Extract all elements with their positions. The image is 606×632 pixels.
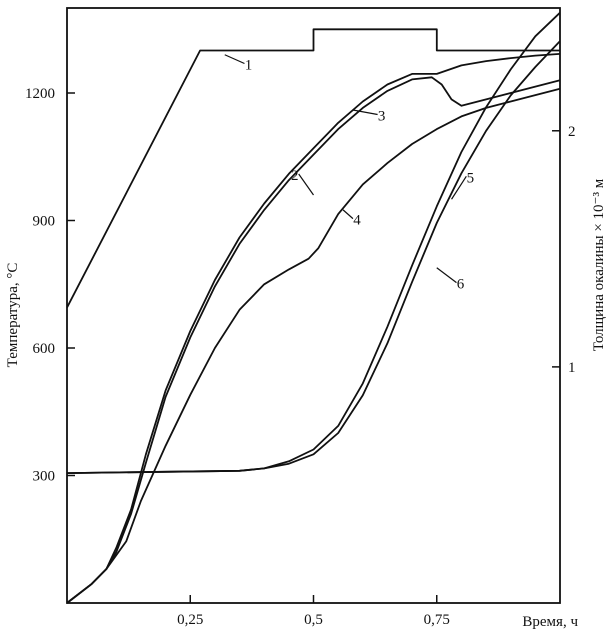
curve-1-leader xyxy=(224,54,245,65)
curve-6-label: 6 xyxy=(457,277,465,293)
curve-2-leader xyxy=(298,173,314,196)
curve-2-label: 2 xyxy=(291,168,299,184)
y-tick-label: 900 xyxy=(33,214,56,230)
curve-4-leader xyxy=(342,209,354,220)
curve-label-group: 1 2 3 4 5 6 xyxy=(224,54,475,293)
curve-5-leader xyxy=(451,176,467,200)
plot-border xyxy=(66,7,561,604)
x-axis-title: Время, ч xyxy=(522,614,578,630)
y-tick-label: 300 xyxy=(33,469,56,485)
x-tick-label: 0,75 xyxy=(424,612,450,628)
y-tick-label: 1200 xyxy=(25,86,55,102)
x-tick-label: 0,5 xyxy=(304,612,323,628)
curve-4-label: 4 xyxy=(353,213,361,229)
y-axis-title: Температура, °С xyxy=(5,263,21,368)
curve-5 xyxy=(66,12,561,474)
curve-1 xyxy=(66,28,560,309)
curve-1-label: 1 xyxy=(245,58,253,74)
curve-5-label: 5 xyxy=(467,170,475,186)
x-tick-label: 0,25 xyxy=(177,612,203,628)
curve-6 xyxy=(66,40,561,474)
curve-3 xyxy=(66,76,561,604)
y-tick-label: 600 xyxy=(33,341,56,357)
y2-tick-label: 2 xyxy=(568,124,576,140)
y2-tick-label: 1 xyxy=(568,360,576,376)
tick-group: 0,25 0,5 0,75 300 600 900 1200 1 2 xyxy=(25,86,576,628)
curve-2 xyxy=(66,53,561,604)
curve-4 xyxy=(66,87,561,604)
curve-3-leader xyxy=(352,109,378,116)
curve-3-label: 3 xyxy=(378,109,386,125)
plot-frame xyxy=(66,7,561,604)
curve-6-leader xyxy=(436,267,457,284)
curve-group xyxy=(66,12,561,604)
y2-axis-title: Толщина окалины × 10⁻³ м xyxy=(591,178,606,351)
